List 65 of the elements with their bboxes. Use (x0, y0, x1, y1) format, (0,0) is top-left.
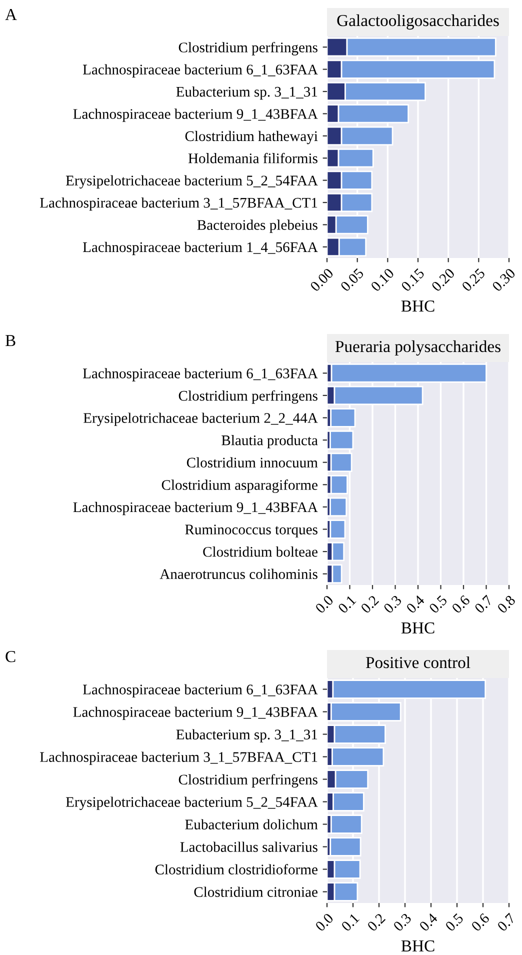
x-tick-label: 0.2 (360, 594, 380, 614)
y-tick-label: Eubacterium sp. 3_1_31 (176, 86, 318, 100)
x-tick-label: 0.00 (310, 268, 334, 292)
text: C (6, 650, 16, 662)
x-tick-label: 0.0 (314, 594, 334, 614)
y-tick-label: Ruminococcus torques (185, 524, 318, 538)
x-tick-label: 0.3 (383, 594, 402, 614)
y-tick-label: Clostridium perfringens (178, 774, 318, 788)
y-tick-label: Eubacterium sp. 3_1_31 (176, 729, 318, 742)
x-tick-label: 0.5 (444, 912, 464, 932)
y-tick-label: Lachnospiraceae bacterium 3_1_57BFAA_CT1 (40, 197, 318, 211)
x-tick-label: 0.20 (430, 268, 456, 292)
x-tick-label: 0.30 (492, 268, 516, 292)
y-tick-label: Eubacterium dolichum (185, 819, 318, 830)
y-tick-label: Lachnospiraceae bacterium 1_4_56FAA (82, 242, 318, 256)
x-axis-title: BHC (401, 622, 434, 634)
x-tick-label: 0.7 (474, 594, 494, 614)
y-tick-label: Clostridium perfringens (178, 42, 318, 56)
y-tick-label: Clostridium bolteae (203, 546, 318, 557)
y-tick-label: Lachnospiraceae bacterium 6_1_63FAA (82, 368, 318, 382)
y-tick-label: Clostridium hathewayi (185, 130, 318, 144)
y-tick-label: Erysipelotrichaceae bacterium 5_2_54FAA (66, 175, 318, 189)
y-tick-label: Lactobacillus salivarius (180, 842, 318, 852)
y-tick-label: Bacteroides plebeius (197, 220, 318, 233)
bar (330, 520, 346, 539)
chart-title: Galactooligosaccharides (337, 14, 499, 30)
y-tick-label: Clostridium perfringens (178, 390, 318, 404)
x-tick-label: 0.10 (370, 268, 395, 292)
x-axis-title: BHC (401, 940, 434, 952)
x-tick-label: 0.25 (461, 268, 486, 292)
y-tick-label: Lachnospiraceae bacterium 9_1_43BFAA (73, 502, 318, 516)
text: A (5, 9, 17, 20)
y-tick-label: Erysipelotrichaceae bacterium 5_2_54FAA (66, 796, 318, 810)
y-tick-label: Clostridium innocuum (186, 457, 318, 468)
y-tick-label: Lachnospiraceae bacterium 6_1_63FAA (82, 64, 318, 78)
chart-title: Pueraria polysaccharides (335, 340, 500, 356)
y-tick-label: Erysipelotrichaceae bacterium 2_2_44A (84, 412, 318, 426)
y-tick-label: Holdemania filiformis (188, 152, 318, 164)
y-tick-label: Clostridium citroniae (194, 886, 318, 897)
x-tick-label: 0.15 (400, 268, 425, 292)
y-tick-label: Lachnospiraceae bacterium 9_1_43BFAA (73, 706, 318, 720)
bar (329, 497, 348, 517)
y-tick-label: Lachnospiraceae bacterium 9_1_43BFAA (73, 108, 318, 122)
x-tick-label: 0.2 (366, 912, 386, 932)
y-tick-label: Blautia producta (222, 434, 318, 448)
x-tick-label: 0.0 (314, 912, 334, 932)
y-tick-label: Lachnospiraceae bacterium 3_1_57BFAA_CT1 (40, 752, 318, 765)
x-tick-label: 0.5 (428, 594, 448, 614)
chart-title: Positive control (366, 656, 470, 668)
y-tick-label: Lachnospiraceae bacterium 6_1_63FAA (82, 684, 318, 698)
x-tick-label: 0.4 (406, 594, 426, 614)
x-tick-label: 0.1 (340, 912, 360, 932)
x-tick-label: 0.05 (340, 268, 364, 292)
x-tick-label: 0.1 (338, 594, 356, 614)
x-tick-label: 0.7 (496, 912, 516, 932)
x-tick-label: 0.4 (418, 912, 438, 932)
y-tick-label: Clostridium asparagiforme (162, 480, 318, 493)
text: B (5, 335, 16, 346)
x-axis-title: BHC (401, 300, 434, 312)
y-tick-label: Clostridium clostridioforme (155, 864, 318, 874)
x-tick-label: 0.3 (392, 912, 412, 932)
x-tick-label: 0.8 (496, 594, 516, 614)
x-tick-label: 0.6 (451, 594, 470, 614)
y-tick-label: Anaerotruncus colihominis (160, 568, 318, 580)
x-tick-label: 0.6 (470, 912, 490, 932)
